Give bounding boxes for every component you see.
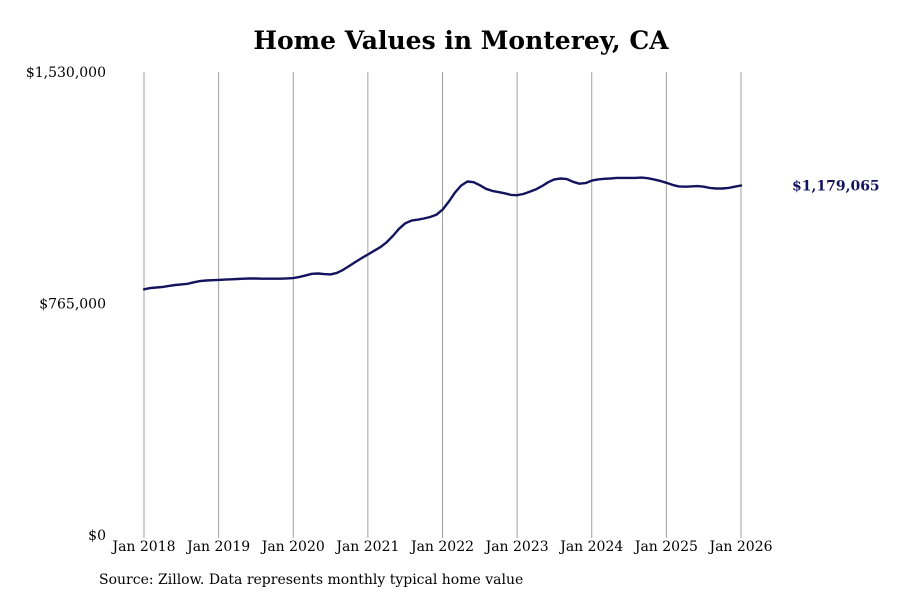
end-label-group: $1,179,065 [792, 178, 880, 194]
gridlines [143, 72, 742, 538]
end-value-label: $1,179,065 [792, 178, 880, 194]
x-tick-label: Jan 2024 [558, 539, 623, 555]
y-tick-label: $1,530,000 [26, 65, 106, 81]
x-tick-label: Jan 2022 [409, 539, 474, 555]
x-axis-ticks: Jan 2018 Jan 2019 Jan 2020 Jan 2021 Jan 2022… [110, 539, 772, 555]
x-tick-label: Jan 2019 [185, 539, 250, 555]
x-tick-label: Jan 2021 [334, 539, 399, 555]
x-tick-label: Jan 2018 [110, 539, 175, 555]
y-tick-label: $0 [88, 528, 106, 544]
series-line [142, 176, 743, 291]
x-tick-label: Jan 2025 [633, 539, 698, 555]
x-tick-label: Jan 2020 [260, 539, 325, 555]
source-note: Source: Zillow. Data represents monthly … [99, 572, 524, 588]
chart-title: Home Values in Monterey, CA [253, 26, 669, 55]
x-tick-label: Jan 2023 [484, 539, 549, 555]
y-tick-label: $765,000 [39, 297, 106, 313]
x-tick-label: Jan 2026 [707, 539, 772, 555]
y-axis-ticks: $0 $765,000 $1,530,000 [26, 65, 106, 544]
series [142, 176, 743, 291]
